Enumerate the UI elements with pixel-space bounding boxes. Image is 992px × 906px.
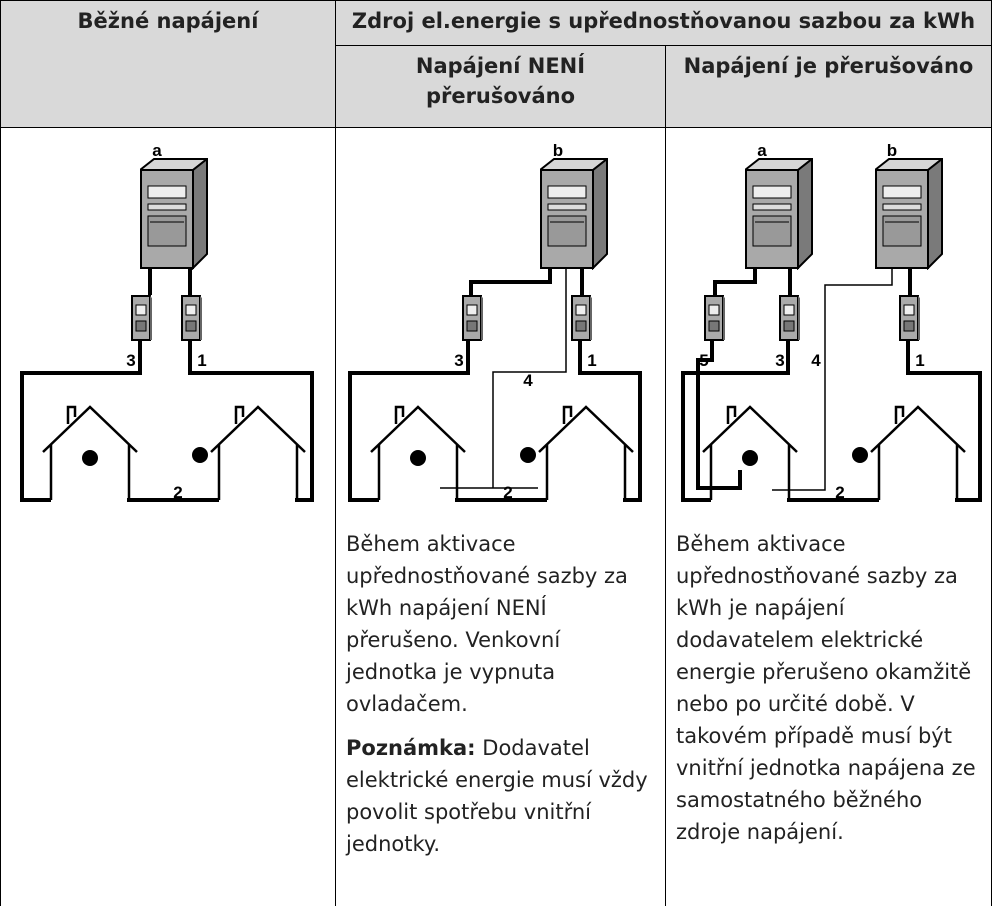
label: 4	[811, 351, 821, 370]
note-label: Poznámka:	[346, 736, 476, 760]
paragraph: Během aktivace upřednostňované sazby za …	[676, 532, 976, 844]
text-block: Během aktivace upřednostňované sazby za …	[676, 528, 988, 860]
label: 1	[587, 351, 596, 370]
note-text: Dodavatel elektrické energie musí vždy p…	[346, 736, 648, 856]
border	[665, 128, 666, 906]
label: 5	[699, 351, 708, 370]
label: a	[757, 141, 767, 160]
label: 3	[775, 351, 784, 370]
label: 4	[523, 371, 533, 390]
diagram: a b 5 3 4 1 2	[681, 141, 982, 502]
header-interrupted: Napájení je přerušováno	[665, 45, 992, 128]
diagram: b 3 1 4 2	[348, 141, 642, 502]
border	[0, 128, 1, 906]
diagram: a 3 1 2	[20, 141, 314, 502]
text-block: Během aktivace upřednostňované sazby za …	[346, 528, 654, 872]
header-normal: Běžné napájení	[0, 0, 336, 128]
label: 2	[835, 483, 844, 502]
header-not-interrupted: Napájení NENÍ přerušováno	[335, 45, 666, 128]
border	[335, 128, 336, 906]
label: a	[152, 141, 162, 160]
label: b	[887, 141, 897, 160]
label: 2	[503, 483, 512, 502]
label: 1	[915, 351, 924, 370]
label: 3	[454, 351, 463, 370]
label: 3	[126, 351, 135, 370]
label: 1	[197, 351, 206, 370]
label: b	[553, 141, 563, 160]
label: 2	[173, 483, 182, 502]
note: Poznámka: Dodavatel elektrické energie m…	[346, 732, 654, 860]
paragraph: Během aktivace upřednostňované sazby za …	[346, 532, 628, 716]
header-preferential: Zdroj el.energie s upřednostňovanou sazb…	[335, 0, 992, 46]
